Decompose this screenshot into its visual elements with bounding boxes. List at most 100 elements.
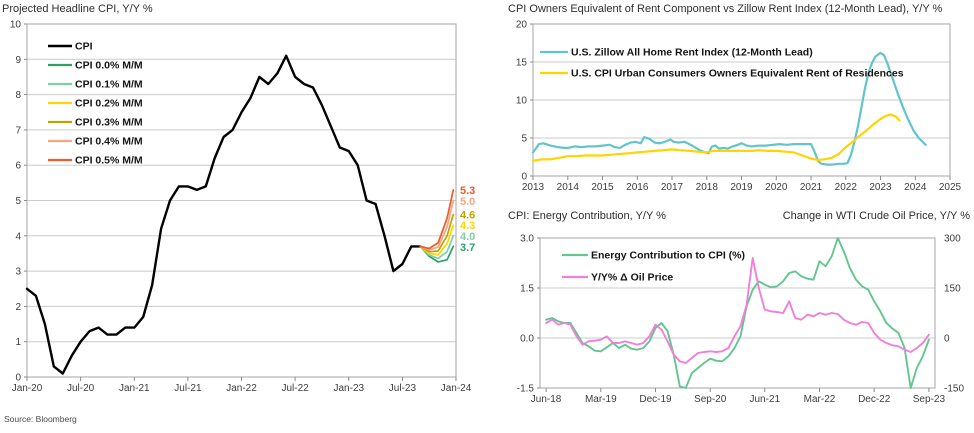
chart-title-right: Change in WTI Crude Oil Price, Y/Y % [783, 210, 970, 222]
chart-title: Projected Headline CPI, Y/Y % [2, 3, 153, 15]
oer-vs-zillow-svg: 2013 2014 2015 2016 2017 2018 2019 2020 2021 2022… [508, 3, 962, 193]
y-tick-label: 3.0 [520, 234, 534, 245]
legend-item: CPI 0.2% M/M [48, 98, 143, 110]
x-tick-label: Dec-19 [639, 394, 672, 405]
x-tick-label: Mar-19 [585, 394, 617, 405]
legend-item: U.S. Zillow All Home Rent Index (12-Mont… [540, 47, 813, 59]
legend-label: CPI 0.0% M/M [75, 60, 143, 72]
legend-item: Y/Y% Δ Oil Price [562, 272, 673, 284]
x-tick-label: Jan-24 [441, 383, 472, 394]
x-tick-label: Jan-22 [226, 383, 257, 394]
y-tick-label: 2 [15, 302, 21, 313]
legend-label: CPI [75, 41, 93, 53]
legend-item: Energy Contribution to CPI (%) [562, 250, 745, 262]
x-tick-label: 2023 [869, 182, 892, 193]
y2-tick-label: 300 [944, 234, 961, 245]
y-tick-label: 20 [516, 20, 528, 31]
x-tick-label: 2017 [661, 182, 684, 193]
chart-title: CPI: Energy Contribution, Y/Y % [508, 210, 666, 222]
x-tick-label: 2020 [765, 182, 788, 193]
series-energy-contribution [545, 237, 930, 389]
x-tick-label: 2019 [730, 182, 753, 193]
x-tick-label: 2025 [939, 182, 962, 193]
legend-label: U.S. CPI Urban Consumers Owners Equivale… [571, 68, 904, 80]
y-tick-label: 1 [15, 337, 21, 348]
source-note: Source: Bloomberg [4, 414, 77, 424]
x-tick-label: 2021 [800, 182, 823, 193]
x-tick-label: Mar-22 [804, 394, 836, 405]
legend-label: Y/Y% Δ Oil Price [591, 272, 673, 284]
y-tick-label: 7 [15, 125, 21, 136]
end-label: 4.6 [460, 210, 475, 222]
y2-tick-label: 0 [944, 334, 950, 345]
legend-item: CPI [48, 41, 93, 53]
legend-item: CPI 0.4% M/M [48, 136, 143, 148]
y-tick-label: 10 [10, 20, 22, 31]
x-tick-label: 2013 [522, 182, 545, 193]
x-tick-label: 2016 [626, 182, 649, 193]
y2-tick-label: 150 [944, 284, 961, 295]
x-tick-label: Jan-21 [119, 383, 150, 394]
legend-label: CPI 0.2% M/M [75, 98, 143, 110]
x-tick-label: 2022 [835, 182, 858, 193]
y-tick-label: 0 [15, 373, 21, 384]
end-label: 4.3 [460, 220, 475, 232]
energy-oil-svg: Jun-18 Mar-19 Dec-19 Sep-20 Jun-21 Mar-22 Dec-… [508, 210, 970, 405]
end-label: 5.3 [460, 185, 475, 197]
y-tick-label: 15 [516, 58, 528, 69]
y-tick-label: 5 [521, 134, 527, 145]
x-tick-label: Jun-21 [750, 394, 781, 405]
legend-label: Energy Contribution to CPI (%) [591, 250, 745, 262]
y-tick-label: 0 [521, 172, 527, 183]
x-tick-label: Jul-22 [281, 383, 309, 394]
x-tick-label: Dec-22 [858, 394, 891, 405]
series-cpi-actual [25, 54, 422, 375]
legend-label: CPI 0.3% M/M [75, 117, 143, 129]
plot-border [539, 237, 936, 389]
legend-item: CPI 0.5% M/M [48, 155, 143, 167]
legend-label: CPI 0.4% M/M [75, 136, 143, 148]
series-oil-price-yoy [545, 257, 930, 364]
legend-item: CPI 0.0% M/M [48, 60, 143, 72]
chart-projected-headline-cpi: Jan-20 Jul-20 Jan-21 Jul-21 Jan-22 Jul-22 Jan-… [0, 0, 490, 412]
legend-item: CPI 0.1% M/M [48, 79, 143, 91]
y-tick-label: 10 [516, 96, 528, 107]
chart-oer-vs-zillow-rent: 2013 2014 2015 2016 2017 2018 2019 2020 2021 2022… [500, 0, 974, 200]
x-tick-label: Jul-20 [67, 383, 95, 394]
series-cpi-proj-0-5 [419, 189, 455, 250]
end-label: 3.7 [460, 242, 475, 254]
series-zillow-rent-index [531, 51, 927, 166]
y2-tick-label: -150 [944, 384, 964, 395]
series-cpi-oer [531, 113, 901, 162]
legend-item: CPI 0.3% M/M [48, 117, 143, 129]
chart-title: CPI Owners Equivalent of Rent Component … [508, 3, 943, 15]
end-label: 5.0 [460, 196, 475, 208]
x-tick-label: Sep-23 [913, 394, 946, 405]
x-tick-label: 2024 [904, 182, 927, 193]
x-tick-label: 2018 [696, 182, 719, 193]
series-cpi-proj-0-3 [419, 213, 455, 253]
x-tick-label: 2014 [557, 182, 580, 193]
y-tick-label: -1.5 [517, 384, 535, 395]
x-tick-label: 2015 [591, 182, 614, 193]
y-tick-label: 8 [15, 90, 21, 101]
legend-label: U.S. Zillow All Home Rent Index (12-Mont… [571, 47, 813, 59]
chart-energy-contribution-vs-oil: Jun-18 Mar-19 Dec-19 Sep-20 Jun-21 Mar-22 Dec-… [500, 205, 974, 433]
legend-label: CPI 0.1% M/M [75, 79, 143, 91]
y-tick-label: 0.0 [520, 334, 534, 345]
legend-item: U.S. CPI Urban Consumers Owners Equivale… [540, 68, 904, 80]
x-tick-label: Sep-20 [694, 394, 727, 405]
x-tick-label: Jul-23 [389, 383, 417, 394]
y-tick-label: 4 [15, 231, 21, 242]
end-label: 4.0 [460, 231, 475, 243]
series-cpi-proj-0-4 [419, 199, 455, 251]
cpi-projection-svg: Jan-20 Jul-20 Jan-21 Jul-21 Jan-22 Jul-22 Jan-… [2, 3, 475, 394]
x-tick-label: Jun-18 [531, 394, 562, 405]
x-tick-label: Jul-21 [174, 383, 202, 394]
y-tick-label: 1.5 [520, 284, 534, 295]
y-tick-label: 5 [15, 196, 21, 207]
series-cpi-proj-0-2 [419, 224, 455, 256]
y-tick-label: 3 [15, 267, 21, 278]
x-tick-label: Jan-23 [334, 383, 365, 394]
y-tick-label: 6 [15, 161, 21, 172]
